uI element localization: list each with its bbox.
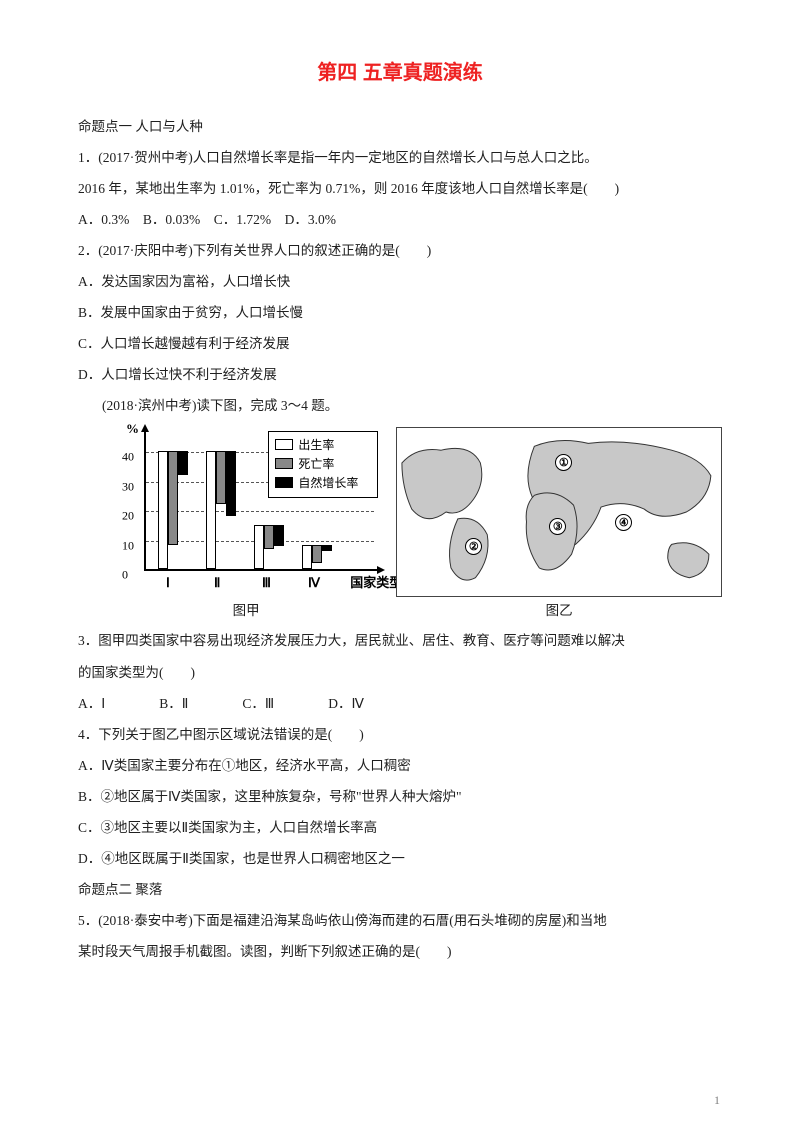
q1-text-a: 1．(2017·贺州中考)人口自然增长率是指一年内一定地区的自然增长人口与总人口… — [78, 142, 722, 173]
y-axis-label: % — [126, 421, 139, 437]
bar-I-natural — [178, 451, 188, 475]
ytick-20: 20 — [122, 509, 134, 524]
bars-IV — [302, 545, 334, 569]
figures-row: % 0 10 20 30 40 — [108, 427, 722, 597]
xlabel-I: Ⅰ — [166, 575, 170, 591]
q1-options: A．0.3% B．0.03% C．1.72% D．3.0% — [78, 204, 722, 235]
bar-III-natural — [274, 525, 284, 546]
bar-II-death — [216, 451, 226, 504]
q4-opt-b: B．②地区属于Ⅳ类国家，这里种族复杂，号称"世界人种大熔炉" — [78, 781, 722, 812]
bar-III-birth — [254, 525, 264, 569]
legend-natural: 自然增长率 — [275, 474, 371, 491]
bars-I — [158, 451, 190, 569]
bar-II-natural — [226, 451, 236, 516]
q1-text-b: 2016 年，某地出生率为 1.01%，死亡率为 0.71%，则 2016 年度… — [78, 173, 722, 204]
caption-jia: 图甲 — [108, 599, 384, 619]
section-1-heading: 命题点一 人口与人种 — [78, 111, 722, 142]
bars-II — [206, 451, 238, 569]
q2-opt-a: A．发达国家因为富裕，人口增长快 — [78, 266, 722, 297]
q3-text-a: 3．图甲四类国家中容易出现经济发展压力大，居民就业、居住、教育、医疗等问题难以解… — [78, 625, 722, 656]
world-map-svg — [397, 428, 721, 596]
xlabel-IV: Ⅳ — [308, 575, 320, 591]
q4-opt-c: C．③地区主要以Ⅱ类国家为主，人口自然增长率高 — [78, 812, 722, 843]
figure-captions: 图甲 图乙 — [108, 599, 722, 619]
q3-options: A．Ⅰ B．Ⅱ C．Ⅲ D．Ⅳ — [78, 688, 722, 719]
ytick-10: 10 — [122, 539, 134, 554]
bar-II-birth — [206, 451, 216, 569]
q34-intro: (2018·滨州中考)读下图，完成 3～4 题。 — [78, 390, 722, 421]
q5-text-b: 某时段天气周报手机截图。读图，判断下列叙述正确的是( ) — [78, 936, 722, 967]
bar-IV-death — [312, 545, 322, 563]
legend-label-death: 死亡率 — [298, 455, 334, 472]
bars-III — [254, 525, 286, 569]
section-2-heading: 命题点二 聚落 — [78, 874, 722, 905]
q4-text: 4．下列关于图乙中图示区域说法错误的是( ) — [78, 719, 722, 750]
ytick-0: 0 — [122, 568, 128, 583]
legend-death: 死亡率 — [275, 455, 371, 472]
legend-box-death — [275, 458, 293, 469]
caption-yi: 图乙 — [396, 599, 722, 619]
xlabel-right: 国家类型 — [350, 572, 402, 591]
page-number: 1 — [714, 1093, 720, 1108]
legend-label-birth: 出生率 — [298, 436, 334, 453]
legend-box-natural — [275, 477, 293, 488]
ytick-40: 40 — [122, 450, 134, 465]
chart-jia: % 0 10 20 30 40 — [108, 427, 384, 597]
ytick-30: 30 — [122, 480, 134, 495]
bar-IV-natural — [322, 545, 332, 551]
bar-I-birth — [158, 451, 168, 569]
q5-text-a: 5．(2018·泰安中考)下面是福建沿海某岛屿依山傍海而建的石厝(用石头堆砌的房… — [78, 905, 722, 936]
q3-text-b: 的国家类型为( ) — [78, 657, 722, 688]
xlabel-II: Ⅱ — [214, 575, 220, 591]
q2-opt-d: D．人口增长过快不利于经济发展 — [78, 359, 722, 390]
q4-opt-d: D．④地区既属于Ⅱ类国家，也是世界人口稠密地区之一 — [78, 843, 722, 874]
legend-birth: 出生率 — [275, 436, 371, 453]
q4-opt-a: A．Ⅳ类国家主要分布在①地区，经济水平高，人口稠密 — [78, 750, 722, 781]
bar-IV-birth — [302, 545, 312, 569]
bar-III-death — [264, 525, 274, 549]
xlabel-III: Ⅲ — [262, 575, 271, 591]
q2-opt-b: B．发展中国家由于贫穷，人口增长慢 — [78, 297, 722, 328]
x-axis — [144, 569, 378, 571]
legend-box-birth — [275, 439, 293, 450]
legend-label-natural: 自然增长率 — [298, 474, 358, 491]
bar-I-death — [168, 451, 178, 545]
q2-text: 2．(2017·庆阳中考)下列有关世界人口的叙述正确的是( ) — [78, 235, 722, 266]
chart-legend: 出生率 死亡率 自然增长率 — [268, 431, 378, 498]
map-yi: ① ② ③ ④ — [396, 427, 722, 597]
page-title: 第四 五章真题演练 — [78, 56, 722, 85]
q2-opt-c: C．人口增长越慢越有利于经济发展 — [78, 328, 722, 359]
